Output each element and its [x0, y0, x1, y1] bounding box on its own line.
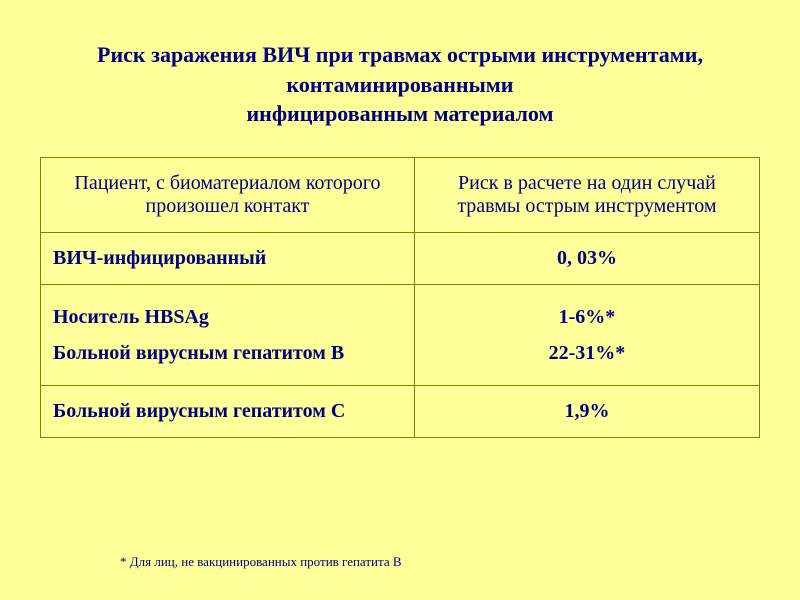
- footnote: * Для лиц, не вакцинированных против геп…: [120, 554, 402, 570]
- row-label: Носитель HBSAg Больной вирусным гепатито…: [41, 285, 415, 386]
- slide-container: Риск заражения ВИЧ при травмах острыми и…: [0, 0, 800, 600]
- col-header-patient: Пациент, с биоматериалом которого произо…: [41, 158, 415, 233]
- row-label: Больной вирусным гепатитом С: [41, 386, 415, 438]
- table-row: Носитель HBSAg Больной вирусным гепатито…: [41, 285, 760, 386]
- row-label: ВИЧ-инфицированный: [41, 233, 415, 285]
- row-value: 0, 03%: [414, 233, 759, 285]
- row-value: 1-6%* 22-31%*: [414, 285, 759, 386]
- row-value-b: 22-31%*: [427, 335, 747, 371]
- risk-table: Пациент, с биоматериалом которого произо…: [40, 157, 760, 438]
- row-label-a: Носитель HBSAg: [53, 299, 402, 335]
- col-header-risk: Риск в расчете на один случай травмы ост…: [414, 158, 759, 233]
- title-line-1: Риск заражения ВИЧ при травмах острыми и…: [40, 40, 760, 70]
- row-value-a: 1-6%*: [427, 299, 747, 335]
- title-line-2: контаминированными: [40, 70, 760, 100]
- title-block: Риск заражения ВИЧ при травмах острыми и…: [40, 40, 760, 129]
- row-label-b: Больной вирусным гепатитом В: [53, 335, 402, 371]
- table-row: Больной вирусным гепатитом С 1,9%: [41, 386, 760, 438]
- table-row: ВИЧ-инфицированный 0, 03%: [41, 233, 760, 285]
- row-value: 1,9%: [414, 386, 759, 438]
- title-line-3: инфицированным материалом: [40, 99, 760, 129]
- table-header-row: Пациент, с биоматериалом которого произо…: [41, 158, 760, 233]
